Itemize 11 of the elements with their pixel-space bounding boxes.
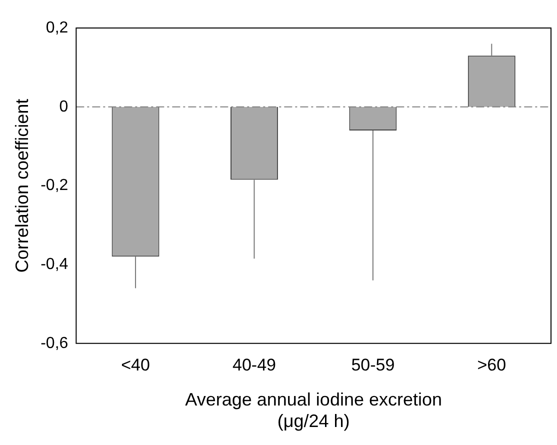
y-tick-label: 0 bbox=[59, 98, 68, 116]
x-tick-label: 40-49 bbox=[232, 355, 276, 374]
y-axis-title: Correlation coefficient bbox=[12, 98, 32, 273]
y-tick-label: -0,4 bbox=[40, 256, 68, 273]
y-tick-label: -0,2 bbox=[40, 177, 68, 194]
y-tick-label: -0,6 bbox=[40, 334, 68, 352]
x-tick-label: <40 bbox=[121, 355, 150, 374]
x-axis-title: Average annual iodine excretion (μg/24 h) bbox=[185, 390, 442, 432]
x-tick-label: 50-59 bbox=[351, 355, 395, 374]
x-tick-label: >60 bbox=[477, 355, 506, 374]
y-tick-label: 0,2 bbox=[46, 19, 68, 36]
